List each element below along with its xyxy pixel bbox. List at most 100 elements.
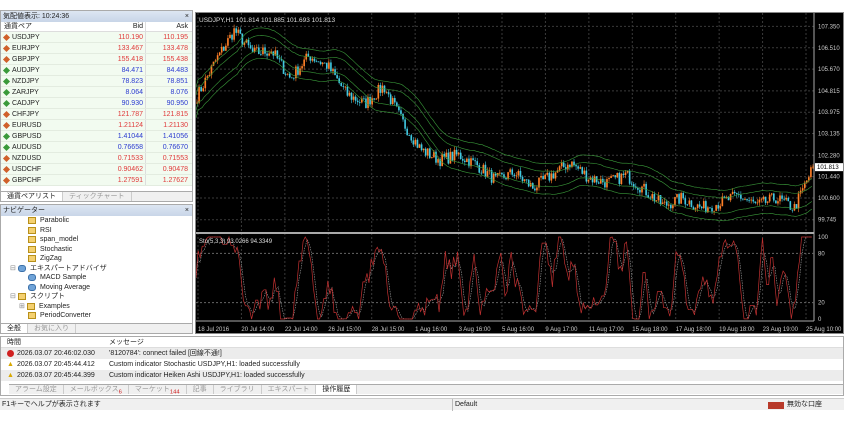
log-row[interactable]: 2026.03.07 20:46:02.030'8120784': connec…	[1, 348, 843, 359]
col-symbol[interactable]: 通貨ペア	[4, 22, 32, 30]
candle-body	[624, 172, 627, 175]
col-bid[interactable]: Bid	[76, 22, 146, 31]
terminal-tab[interactable]: エキスパート	[262, 385, 317, 394]
symbol-row[interactable]: GBPJPY 155.418 155.438	[1, 54, 192, 65]
symbol-row[interactable]: NZDJPY 78.823 78.851	[1, 76, 192, 87]
candle-body	[385, 92, 388, 93]
symbol-row[interactable]: AUDUSD 0.76658 0.76670	[1, 142, 192, 153]
arrow-down-icon	[2, 33, 11, 41]
navigator-item[interactable]: RSI	[1, 226, 192, 236]
candle-body	[414, 139, 417, 145]
symbol-row[interactable]: NZDUSD 0.71533 0.71553	[1, 153, 192, 164]
candle-body	[416, 139, 419, 148]
symbol-row[interactable]: USDCHF 0.90462 0.90478	[1, 164, 192, 175]
navigator-item[interactable]: ⊟ エキスパートアドバイザ	[10, 264, 107, 272]
symbol-row[interactable]: EURUSD 1.21124 1.21130	[1, 120, 192, 131]
navigator-item[interactable]: PeriodConverter	[1, 311, 192, 321]
candle-body	[705, 201, 707, 213]
candle-body	[554, 172, 557, 179]
candle-body	[519, 170, 522, 177]
candle-body	[620, 173, 623, 184]
candle-body	[278, 58, 281, 60]
candle-body	[688, 200, 691, 205]
time-tick-label: 9 Aug 17:00	[545, 327, 578, 333]
candle-body	[408, 135, 411, 136]
terminal-tab[interactable]: ライブラリ	[214, 385, 262, 394]
price-tick-label: 100.600	[818, 196, 840, 202]
arrow-down-icon	[2, 165, 11, 173]
profile-name: Default	[452, 399, 477, 411]
symbol-row[interactable]: AUDJPY 84.471 84.483	[1, 65, 192, 76]
navigator-item[interactable]: span_model	[1, 235, 192, 245]
expander-icon[interactable]: ⊟	[10, 293, 16, 300]
candle-body	[426, 148, 429, 156]
symbol-row[interactable]: CHFJPY 121.787 121.815	[1, 109, 192, 120]
candle-body	[459, 152, 462, 160]
navigator-item[interactable]: Stochastic	[1, 245, 192, 255]
candle-body	[805, 180, 808, 183]
symbol-row[interactable]: GBPCHF 1.27591 1.27627	[1, 175, 192, 186]
bid-price: 155.418	[76, 54, 146, 64]
tab-common[interactable]: 全般	[1, 324, 28, 333]
navigator-item[interactable]: ⊟ スクリプト	[10, 293, 65, 301]
log-row[interactable]: ▲ 2026.03.07 20:45:44.399 Custom indicator…	[1, 370, 843, 381]
candle-body	[787, 197, 790, 202]
close-icon[interactable]: ×	[184, 207, 189, 214]
connection-status: 無効な口座	[768, 399, 822, 411]
candle-body	[657, 195, 660, 201]
candle-body	[808, 177, 810, 181]
candle-body	[354, 96, 357, 101]
candle-body	[301, 66, 303, 69]
navigator-item[interactable]: Parabolic	[1, 216, 192, 226]
arrow-up-icon	[2, 143, 11, 151]
bid-price: 0.71533	[76, 153, 146, 163]
col-ask[interactable]: Ask	[176, 23, 188, 30]
candle-body	[750, 199, 752, 201]
log-row[interactable]: ▲ 2026.03.07 20:45:44.412 Custom indicator…	[1, 359, 843, 370]
tab-symbols[interactable]: 通貨ペアリスト	[1, 192, 63, 201]
symbol-row[interactable]: GBPUSD 1.41044 1.41056	[1, 131, 192, 142]
candle-body	[453, 149, 456, 161]
candle-body	[377, 84, 380, 99]
navigator-item[interactable]: Moving Average	[1, 283, 192, 293]
tab-favorites[interactable]: お気に入り	[28, 324, 76, 333]
col-message[interactable]: メッセージ	[109, 339, 144, 346]
candle-body	[363, 98, 365, 100]
navigator-item[interactable]: ⊞ Examples	[19, 302, 70, 310]
ask-price: 0.90478	[162, 166, 188, 173]
candle-body	[626, 171, 629, 173]
candle-body	[447, 152, 450, 164]
price-tick-label: 103.135	[818, 132, 840, 138]
terminal-tab[interactable]: マーケット144	[129, 385, 187, 395]
tab-tick-chart[interactable]: ティックチャート	[63, 192, 132, 201]
candle-body	[781, 195, 783, 199]
expander-icon[interactable]: ⊞	[19, 302, 25, 310]
terminal-tab[interactable]: 操作履歴	[316, 385, 358, 394]
candle-body	[249, 45, 252, 49]
ask-price: 133.478	[162, 45, 188, 52]
price-chart[interactable]: 107.350 106.510 105.670 104.815 103.975 103.1…	[196, 13, 843, 333]
ask-price: 1.41056	[162, 133, 188, 140]
symbol-row[interactable]: ZARJPY 8.064 8.076	[1, 87, 192, 98]
indicator-icon	[28, 217, 36, 225]
candle-body	[280, 59, 283, 61]
close-icon[interactable]: ×	[184, 13, 189, 20]
navigator-item[interactable]: ZigZag	[1, 254, 192, 264]
time-tick-label: 17 Aug 18:00	[676, 327, 712, 333]
symbol-row[interactable]: CADJPY 90.930 90.950	[1, 98, 192, 109]
col-time[interactable]: 時間	[7, 338, 21, 346]
terminal-tab[interactable]: メールボックス6	[64, 385, 129, 395]
chart-window[interactable]: 107.350 106.510 105.670 104.815 103.975 103.1…	[195, 12, 844, 334]
terminal-tab[interactable]: 記事	[187, 385, 214, 394]
symbol-row[interactable]: USDJPY 110.190 110.195	[1, 32, 192, 43]
expander-icon[interactable]: ⊟	[10, 264, 16, 272]
price-tick-label: 102.280	[818, 153, 840, 159]
navigator-item[interactable]: MACD Sample	[1, 273, 192, 283]
candle-body	[793, 204, 796, 211]
candle-body	[251, 48, 254, 52]
indicator-icon	[18, 293, 26, 301]
candle-body	[451, 151, 454, 161]
symbol-row[interactable]: EURJPY 133.467 133.478	[1, 43, 192, 54]
candle-body	[286, 73, 289, 75]
terminal-tab[interactable]: アラーム設定	[9, 385, 64, 394]
